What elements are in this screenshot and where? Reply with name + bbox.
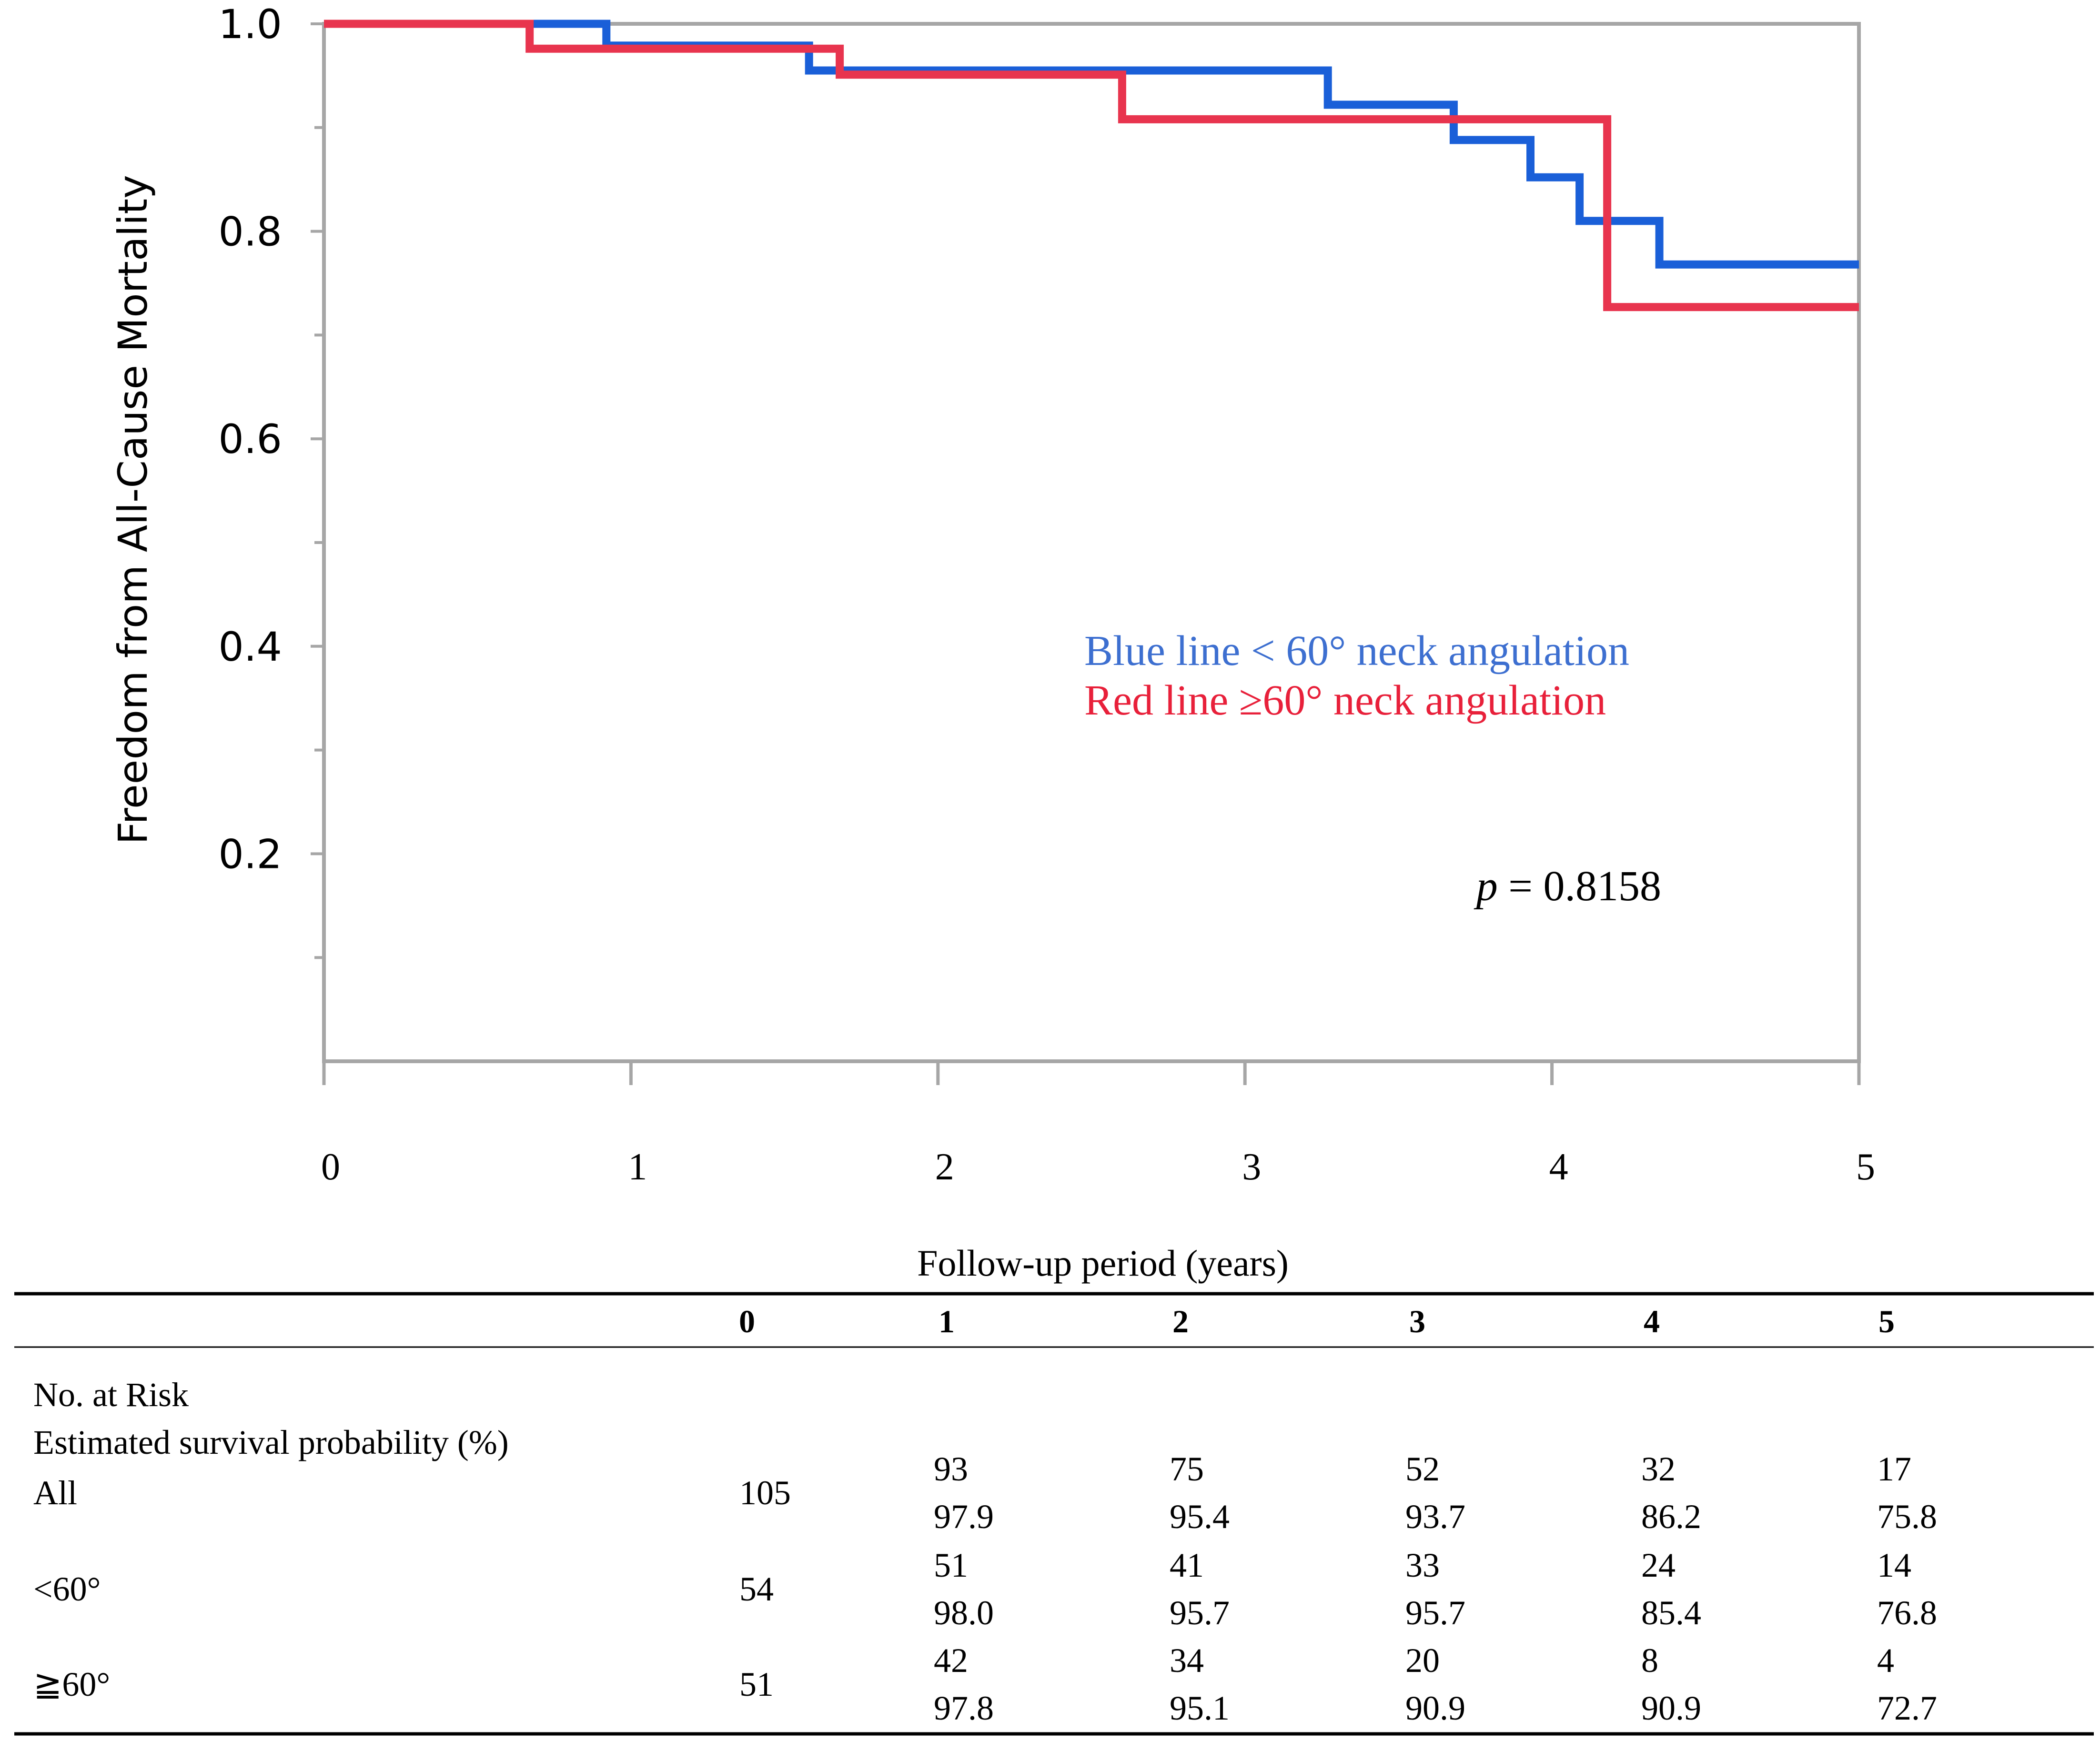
- y-tick-label: 0.8: [218, 209, 282, 255]
- y-tick-label: 0.4: [218, 624, 282, 670]
- table-at-risk-cell: 32: [1641, 1450, 1676, 1488]
- y-tick-label: 1.0: [218, 1, 282, 48]
- table-survival-cell: 72.7: [1877, 1689, 1937, 1727]
- table-at-risk-cell: 42: [934, 1641, 968, 1680]
- table-col-header: 2: [1172, 1303, 1189, 1339]
- x-tick-label: 3: [1242, 1146, 1261, 1188]
- table-survival-cell: 93.7: [1405, 1498, 1465, 1536]
- table-survival-cell: 90.9: [1641, 1689, 1701, 1727]
- table-at-risk-cell: 34: [1170, 1641, 1204, 1680]
- x-axis-label: Follow-up period (years): [917, 1242, 1289, 1284]
- table-survival-cell: 97.9: [934, 1498, 994, 1536]
- x-tick-label: 4: [1549, 1146, 1568, 1188]
- table-at-risk-cell: 51: [934, 1546, 968, 1584]
- table-survival-cell: 95.4: [1170, 1498, 1230, 1536]
- table-at-risk-cell: 24: [1641, 1546, 1676, 1584]
- table-col-header: 4: [1644, 1303, 1660, 1339]
- table-survival-cell: 95.7: [1405, 1594, 1465, 1632]
- table-survival-cell: 90.9: [1405, 1689, 1465, 1727]
- p-value-annotation: p = 0.8158: [1474, 863, 1661, 910]
- y-axis-ticks: 1.0 0.8 0.6 0.4 0.2: [218, 1, 324, 959]
- table-survival-cell: 86.2: [1641, 1498, 1701, 1536]
- table-n0: 54: [739, 1570, 774, 1608]
- x-axis-ticks: 0 1 2 3 4 5: [321, 1061, 1875, 1188]
- x-tick-label: 0: [321, 1146, 340, 1188]
- y-tick-label: 0.2: [218, 831, 282, 877]
- table-at-risk-cell: 75: [1170, 1450, 1204, 1488]
- table-group-label: All: [33, 1474, 77, 1512]
- table-survival-cell: 95.1: [1170, 1689, 1230, 1727]
- table-at-risk-cell: 33: [1405, 1546, 1440, 1584]
- table-survival-cell: 97.8: [934, 1689, 994, 1727]
- legend-red-label: Red line ≥60° neck angulation: [1084, 677, 1606, 724]
- red-series-line: [324, 20, 1859, 312]
- table-survival-cell: 76.8: [1877, 1594, 1937, 1632]
- table-survival-cell: 85.4: [1641, 1594, 1701, 1632]
- table-at-risk-cell: 20: [1405, 1641, 1440, 1680]
- table-at-risk-cell: 93: [934, 1450, 968, 1488]
- table-col-header: 1: [939, 1303, 955, 1339]
- table-survival-cell: 95.7: [1170, 1594, 1230, 1632]
- p-value-text: = 0.8158: [1498, 863, 1661, 910]
- y-axis-label: Freedom from All-Cause Mortality: [110, 175, 156, 845]
- table-col-header: 0: [739, 1303, 755, 1339]
- table-at-risk-cell: 8: [1641, 1641, 1658, 1680]
- table-at-risk-cell: 14: [1877, 1546, 1911, 1584]
- table-col-header: 3: [1409, 1303, 1425, 1339]
- table-col-header: 5: [1878, 1303, 1895, 1339]
- legend-blue-label: Blue line < 60° neck angulation: [1084, 627, 1629, 674]
- table-n0: 105: [739, 1474, 791, 1512]
- table-at-risk-cell: 4: [1877, 1641, 1894, 1680]
- table-survival-cell: 75.8: [1877, 1498, 1937, 1536]
- table-row-title-at-risk: No. at Risk: [33, 1376, 189, 1414]
- x-tick-label: 1: [628, 1146, 647, 1188]
- blue-series-line: [324, 20, 1859, 269]
- table-n0: 51: [739, 1665, 774, 1703]
- p-symbol: p: [1474, 863, 1498, 910]
- table-group-label: <60°: [33, 1570, 101, 1608]
- table-row-title-survival: Estimated survival probability (%): [33, 1423, 509, 1461]
- table-at-risk-cell: 52: [1405, 1450, 1440, 1488]
- table-group-label: ≧60°: [33, 1665, 110, 1703]
- x-tick-label: 2: [935, 1146, 954, 1188]
- x-tick-label: 5: [1856, 1146, 1875, 1188]
- series-layer: [324, 20, 1859, 312]
- y-tick-label: 0.6: [218, 416, 282, 463]
- table-at-risk-cell: 41: [1170, 1546, 1204, 1584]
- table-survival-cell: 98.0: [934, 1594, 994, 1632]
- table-at-risk-cell: 17: [1877, 1450, 1911, 1488]
